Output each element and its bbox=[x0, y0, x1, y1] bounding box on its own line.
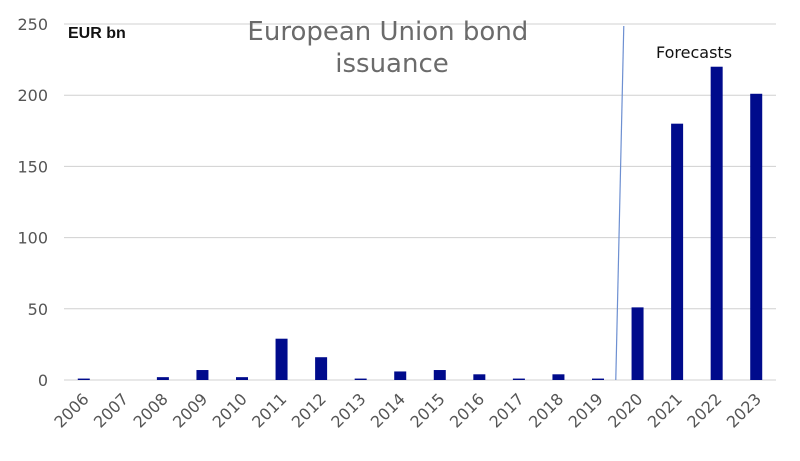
y-axis-ticks: 0 50 100 150 200 250 bbox=[17, 15, 48, 390]
bar-2022 bbox=[710, 66, 723, 380]
bar-2014 bbox=[394, 371, 407, 380]
y-tick-label: 0 bbox=[38, 371, 48, 390]
chart-title-line-2: issuance bbox=[335, 49, 449, 79]
bar-2018 bbox=[552, 374, 565, 380]
x-tick-label-2015: 2015 bbox=[406, 389, 448, 431]
y-tick-label: 100 bbox=[17, 229, 48, 248]
y-tick-label: 200 bbox=[17, 86, 48, 105]
bars bbox=[77, 66, 763, 381]
bar-2011 bbox=[275, 338, 288, 380]
x-tick-label-2020: 2020 bbox=[604, 389, 646, 431]
bar-2012 bbox=[315, 357, 328, 380]
x-tick-label-2006: 2006 bbox=[50, 389, 92, 431]
x-tick-label-2023: 2023 bbox=[723, 389, 765, 431]
x-tick-label-2016: 2016 bbox=[446, 389, 488, 431]
bar-2021 bbox=[671, 123, 684, 381]
bar-2009 bbox=[196, 370, 209, 380]
x-tick-label-2018: 2018 bbox=[525, 389, 567, 431]
x-tick-label-2017: 2017 bbox=[485, 389, 527, 431]
x-tick-label-2021: 2021 bbox=[644, 389, 686, 431]
x-tick-label-2022: 2022 bbox=[683, 389, 725, 431]
chart-title: European Union bond issuance bbox=[247, 17, 536, 79]
y-tick-label: 150 bbox=[17, 157, 48, 176]
bar-2006 bbox=[77, 378, 90, 380]
bar-2015 bbox=[433, 370, 446, 380]
y-tick-label: 250 bbox=[17, 15, 48, 34]
x-tick-label-2012: 2012 bbox=[288, 389, 330, 431]
x-tick-label-2019: 2019 bbox=[565, 389, 607, 431]
x-tick-label-2014: 2014 bbox=[367, 389, 409, 431]
bar-2016 bbox=[473, 374, 486, 380]
bar-2013 bbox=[354, 378, 367, 380]
bar-2010 bbox=[236, 377, 248, 380]
x-tick-label-2011: 2011 bbox=[248, 389, 290, 431]
bar-2020 bbox=[631, 307, 644, 380]
x-tick-label-2007: 2007 bbox=[90, 389, 132, 431]
forecast-divider-line bbox=[615, 25, 625, 381]
unit-label: EUR bn bbox=[68, 25, 126, 42]
x-axis-ticks: 2006200720082009201020112012201320142015… bbox=[50, 389, 765, 431]
x-tick-label-2008: 2008 bbox=[129, 389, 171, 431]
gridlines bbox=[64, 23, 776, 381]
y-tick-label: 50 bbox=[28, 300, 48, 319]
bar-2023 bbox=[750, 93, 763, 380]
x-tick-label-2009: 2009 bbox=[169, 389, 211, 431]
bar-2017 bbox=[512, 378, 525, 380]
chart-title-line-1: European Union bond bbox=[247, 17, 528, 47]
forecasts-label: Forecasts bbox=[656, 43, 732, 62]
bar-2019 bbox=[592, 378, 604, 380]
x-tick-label-2010: 2010 bbox=[209, 389, 251, 431]
bar-2008 bbox=[156, 377, 169, 380]
x-tick-label-2013: 2013 bbox=[327, 389, 369, 431]
